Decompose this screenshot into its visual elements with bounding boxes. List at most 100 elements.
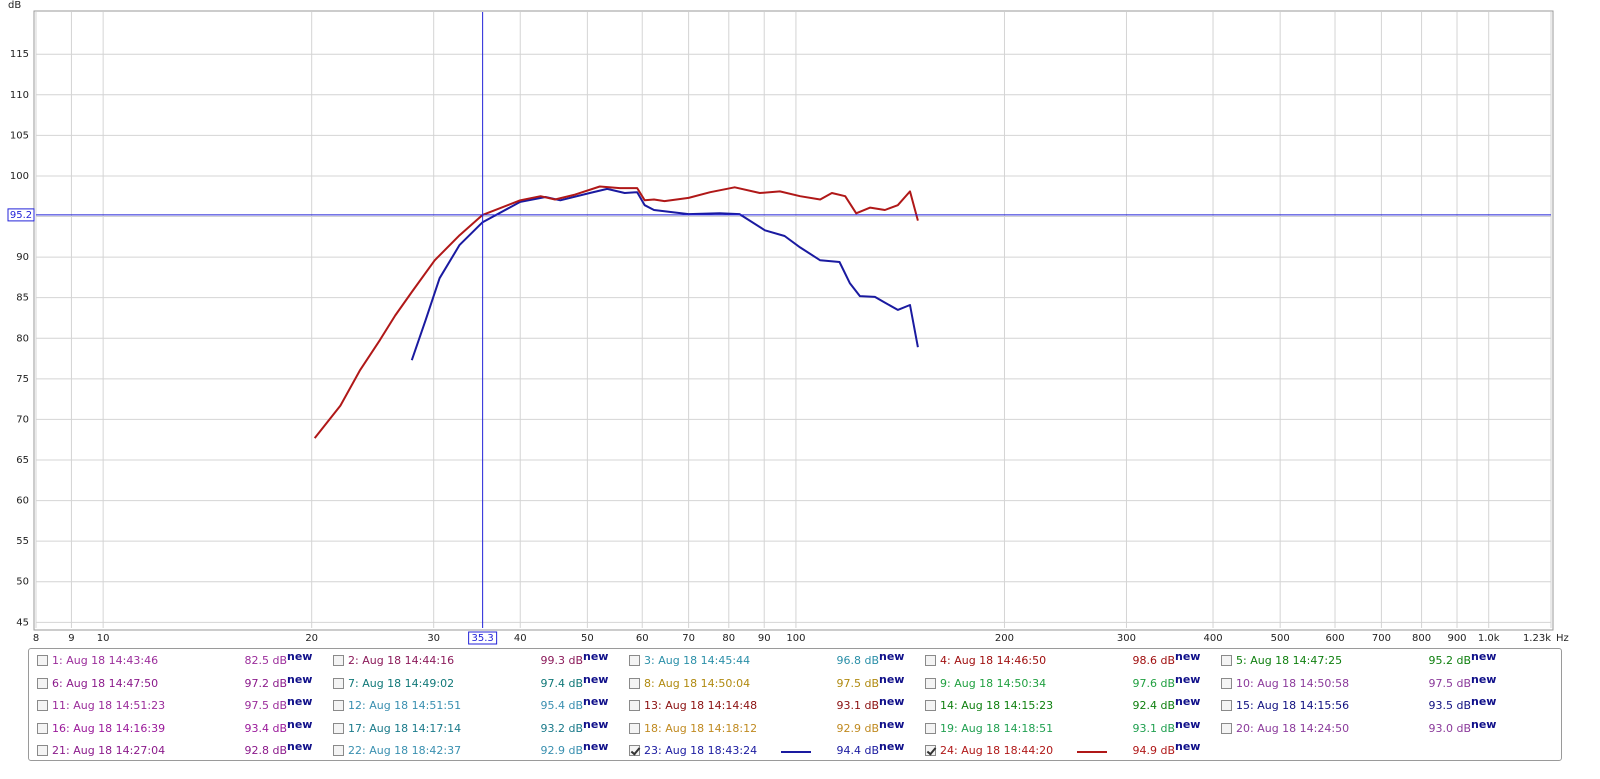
measurement-entry: 8: Aug 18 14:50:04 97.5 dB new bbox=[621, 672, 917, 695]
y-tick-label: 65 bbox=[16, 455, 29, 466]
measurement-label: 4: Aug 18 14:46:50 bbox=[940, 654, 1047, 667]
checkbox[interactable] bbox=[333, 655, 344, 666]
measurement-level: 97.4 dB bbox=[540, 676, 583, 690]
new-tag: new bbox=[879, 695, 905, 708]
measurement-level: 93.4 dB bbox=[244, 721, 287, 735]
measurement-label: 16: Aug 18 14:16:39 bbox=[52, 721, 166, 735]
new-tag: new bbox=[583, 695, 609, 708]
measurement-label: 23: Aug 18 18:43:24 bbox=[644, 744, 758, 757]
x-tick-label: 100 bbox=[786, 633, 805, 644]
new-tag: new bbox=[879, 717, 905, 731]
checkbox[interactable] bbox=[1221, 722, 1232, 734]
x-tick-label: 400 bbox=[1203, 633, 1222, 644]
measurement-entry: 15: Aug 18 14:15:56 93.5 dB new bbox=[1213, 695, 1509, 717]
new-tag: new bbox=[287, 717, 313, 731]
y-tick-label: 60 bbox=[16, 496, 29, 507]
x-tick-label: 10 bbox=[97, 633, 110, 644]
new-tag: new bbox=[1175, 740, 1201, 753]
y-tick-label: 80 bbox=[16, 333, 29, 344]
measurement-entry: 12: Aug 18 14:51:51 95.4 dB new bbox=[325, 695, 621, 717]
measurement-level: 92.4 dB bbox=[1132, 699, 1175, 712]
checkbox[interactable] bbox=[1221, 655, 1232, 666]
checkbox[interactable] bbox=[333, 722, 344, 734]
measurement-level: 82.5 dB bbox=[244, 654, 287, 667]
measurement-entry: 4: Aug 18 14:46:50 98.6 dB new bbox=[917, 650, 1213, 672]
checkbox[interactable] bbox=[37, 745, 48, 756]
measurement-entry: 3: Aug 18 14:45:44 96.8 dB new bbox=[621, 650, 917, 672]
checkbox[interactable] bbox=[37, 677, 48, 689]
x-tick-label: 600 bbox=[1325, 633, 1344, 644]
measurement-label: 6: Aug 18 14:47:50 bbox=[52, 676, 159, 690]
cursor-x-box bbox=[468, 631, 498, 645]
measurement-entry: 18: Aug 18 14:18:12 92.9 dB new bbox=[621, 717, 917, 740]
new-tag: new bbox=[583, 650, 609, 663]
x-tick-label: 8 bbox=[33, 633, 39, 644]
measurement-label: 3: Aug 18 14:45:44 bbox=[644, 654, 751, 667]
measurement-entry: 1: Aug 18 14:43:46 82.5 dB new bbox=[29, 650, 325, 672]
checkbox[interactable] bbox=[37, 700, 48, 711]
measurement-entry: 7: Aug 18 14:49:02 97.4 dB new bbox=[325, 673, 621, 695]
measurement-entry: 16: Aug 18 14:16:39 93.4 dB new bbox=[29, 717, 325, 740]
series-line bbox=[313, 185, 919, 439]
measurement-label: 24: Aug 18 18:44:20 bbox=[940, 744, 1054, 757]
series-line bbox=[410, 187, 919, 361]
checkbox[interactable] bbox=[1221, 700, 1232, 711]
measurement-level: 94.9 dB bbox=[1132, 744, 1175, 757]
x-tick-label: 1.0k bbox=[1478, 633, 1500, 644]
lines bbox=[36, 12, 1551, 628]
measurement-entry: 10: Aug 18 14:50:58 97.5 dB new bbox=[1213, 673, 1509, 695]
measurement-level: 92.9 dB bbox=[836, 721, 879, 735]
x-tick-label: 50 bbox=[581, 633, 594, 644]
new-tag: new bbox=[287, 695, 313, 708]
measurement-level: 95.4 dB bbox=[540, 699, 583, 712]
new-tag: new bbox=[1175, 672, 1201, 686]
checkbox[interactable] bbox=[925, 677, 936, 689]
measurement-entry: 17: Aug 18 14:17:14 93.2 dB new bbox=[325, 717, 621, 740]
checkbox[interactable] bbox=[1221, 677, 1232, 689]
y-tick-label: 75 bbox=[16, 374, 29, 385]
checkbox[interactable] bbox=[333, 700, 344, 711]
new-tag: new bbox=[879, 672, 905, 686]
x-tick-label: 80 bbox=[722, 633, 735, 644]
measurement-label: 19: Aug 18 14:18:51 bbox=[940, 721, 1054, 735]
y-unit: dB bbox=[8, 0, 21, 11]
x-tick-label: 40 bbox=[514, 633, 527, 644]
checkbox[interactable] bbox=[629, 655, 640, 666]
checkbox[interactable] bbox=[37, 722, 48, 734]
measurement-entry: 21: Aug 18 14:27:04 92.8 dB new bbox=[29, 740, 325, 762]
y-tick-label: 70 bbox=[16, 414, 29, 425]
measurement-label: 13: Aug 18 14:14:48 bbox=[644, 699, 758, 712]
x-tick-label: 800 bbox=[1412, 633, 1431, 644]
checkbox[interactable] bbox=[629, 700, 640, 711]
checkbox[interactable] bbox=[333, 745, 344, 756]
measurement-entry: 22: Aug 18 18:42:37 92.9 dB new bbox=[325, 740, 621, 762]
measurement-entry: 24: Aug 18 18:44:20 94.9 dB new bbox=[917, 740, 1213, 762]
checkbox[interactable] bbox=[629, 722, 640, 734]
plot-frame bbox=[33, 10, 1554, 631]
checkbox[interactable] bbox=[629, 745, 640, 756]
checkbox[interactable] bbox=[629, 677, 640, 689]
x-tick-label: 9 bbox=[68, 633, 74, 644]
measurement-entry: 11: Aug 18 14:51:23 97.5 dB new bbox=[29, 695, 325, 717]
y-tick-label: 115 bbox=[10, 49, 29, 60]
measurement-entry: 9: Aug 18 14:50:34 97.6 dB new bbox=[917, 672, 1213, 695]
new-tag: new bbox=[879, 650, 905, 663]
checkbox[interactable] bbox=[37, 655, 48, 666]
checkbox[interactable] bbox=[925, 655, 936, 666]
measurement-label: 2: Aug 18 14:44:16 bbox=[348, 654, 455, 667]
line-swatch bbox=[781, 751, 811, 753]
checkbox[interactable] bbox=[925, 745, 936, 756]
checkbox[interactable] bbox=[925, 722, 936, 734]
measurement-level: 98.6 dB bbox=[1132, 654, 1175, 667]
measurement-level: 97.5 dB bbox=[1428, 676, 1471, 690]
measurement-level: 97.2 dB bbox=[244, 676, 287, 690]
measurement-entry: 14: Aug 18 14:15:23 92.4 dB new bbox=[917, 695, 1213, 717]
new-tag: new bbox=[583, 717, 609, 731]
checkbox[interactable] bbox=[333, 677, 344, 689]
measurement-entry: 6: Aug 18 14:47:50 97.2 dB new bbox=[29, 673, 325, 695]
y-tick-label: 45 bbox=[16, 617, 29, 628]
measurement-level: 97.5 dB bbox=[244, 699, 287, 712]
measurement-label: 11: Aug 18 14:51:23 bbox=[52, 699, 166, 712]
checkbox[interactable] bbox=[925, 700, 936, 711]
